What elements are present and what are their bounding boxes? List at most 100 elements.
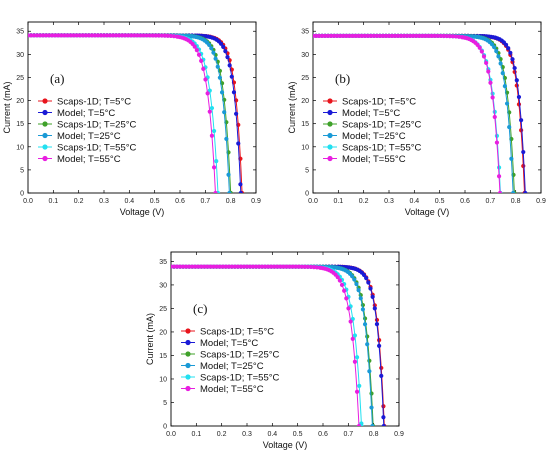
data-point [287,264,292,269]
data-point [89,33,94,38]
data-point [453,34,458,39]
y-tick-label: 30 [16,52,24,59]
data-point [329,33,334,38]
data-point [263,264,268,269]
data-point [209,46,214,51]
y-tick-label: 10 [16,144,24,151]
legend-swatch-marker [42,132,48,139]
data-point [311,264,316,270]
data-point [519,118,524,123]
data-point [211,264,216,269]
data-point [497,190,503,193]
data-point [231,90,237,95]
legend-label: Scaps-1D; T=25°C [200,349,280,360]
data-point [59,33,64,38]
data-point [326,33,331,38]
data-point [507,124,512,130]
x-tick-label: 0.7 [343,431,353,438]
data-point [316,33,322,38]
data-point [502,84,507,89]
data-point [187,264,192,269]
data-point [299,264,304,269]
legend-label: Scaps-1D; T=25°C [342,119,422,130]
y-tick-label: 10 [159,376,167,383]
y-tick-label: 20 [16,98,24,105]
legend-label: Model; T=25°C [342,131,406,142]
legend-swatch-marker [327,121,333,127]
data-point [313,33,319,38]
x-tick-label: 0.7 [200,198,210,205]
data-point [260,264,265,269]
data-point [95,33,101,38]
x-tick-label: 0.3 [242,431,252,438]
data-point [429,33,434,38]
legend-label: Scaps-1D; T=25°C [57,119,137,130]
legend-label: Scaps-1D; T=55°C [57,142,137,153]
data-point [223,264,228,269]
x-tick-label: 0.6 [318,431,328,438]
data-point [506,46,511,51]
data-point [496,54,501,59]
data-point [238,182,243,187]
data-point [484,60,489,66]
data-point [150,33,155,38]
data-point [62,33,67,38]
legend-swatch-marker [327,144,333,150]
data-point [201,66,206,72]
x-tick-label: 0.6 [460,198,470,205]
data-point [408,33,413,38]
data-point [423,33,428,38]
data-point [380,33,386,38]
data-point [308,264,313,270]
data-point [383,33,389,38]
data-point [516,102,522,107]
data-point [396,33,401,38]
y-tick-label: 35 [159,259,167,266]
data-point [38,33,43,38]
data-point [348,319,353,324]
y-tick-label: 5 [20,167,24,174]
data-point [374,33,379,38]
data-point [257,264,262,269]
data-point [47,33,52,38]
data-point [104,33,110,38]
data-point [511,190,516,193]
y-tick-label: 5 [163,400,167,407]
data-point [211,50,216,55]
data-point [508,50,513,55]
x-tick-label: 0.2 [74,198,84,205]
data-point [335,33,340,38]
data-point [512,65,517,71]
x-tick-label: 0.2 [217,431,227,438]
x-tick-label: 0.5 [150,198,160,205]
data-point [492,114,497,120]
data-point [211,165,217,170]
y-axis-label: Current (mA) [2,81,12,133]
data-point [341,33,346,38]
series-5 [313,33,503,193]
data-point [219,90,225,95]
data-point [432,33,437,39]
data-point [117,33,122,38]
data-point [226,172,231,177]
data-point [392,33,398,38]
data-point [205,91,210,96]
data-point [35,33,40,38]
data-point [521,149,526,155]
data-point [332,33,337,38]
data-point [354,355,360,360]
data-point [354,281,359,287]
data-point [190,264,195,269]
data-point [223,49,228,54]
data-point [290,264,295,269]
x-tick-label: 0.5 [293,431,303,438]
legend-swatch-marker [42,155,48,162]
data-point [123,33,128,38]
data-point [293,264,298,269]
data-point [490,95,495,100]
x-tick-label: 0.9 [394,431,404,438]
data-point [80,33,85,38]
data-point [217,264,222,269]
data-point [269,264,274,269]
data-point [205,264,210,269]
